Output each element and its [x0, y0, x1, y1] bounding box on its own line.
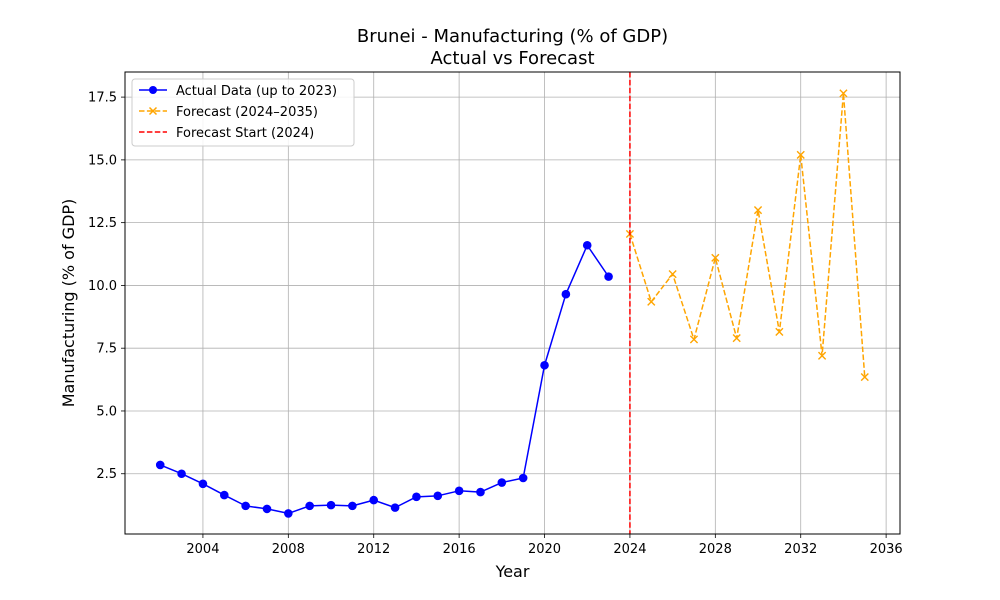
plot-data: [155, 72, 869, 534]
x-tick-label: 2032: [784, 542, 817, 557]
actual-data-point: [476, 487, 485, 497]
forecast-series-line: [629, 92, 866, 378]
actual-data-point: [284, 509, 293, 518]
actual-data-point: [582, 240, 592, 250]
y-tick-label: 17.5: [88, 91, 117, 106]
actual-data-point: [305, 501, 314, 511]
y-tick-label: 5.0: [96, 404, 117, 419]
x-tick-label: 2028: [699, 542, 732, 557]
actual-data-point: [198, 479, 208, 489]
y-tick-label: 2.5: [96, 467, 117, 482]
actual-data-point: [433, 491, 443, 501]
y-axis-label: Manufacturing (% of GDP): [59, 199, 78, 408]
forecast-data-point: [796, 150, 805, 159]
forecast-data-point: [689, 335, 699, 344]
y-tick-label: 15.0: [88, 153, 117, 168]
actual-data-point: [155, 460, 165, 470]
legend-box: [131, 78, 355, 147]
actual-data-point: [390, 503, 400, 512]
legend: Actual Data (up to 2023) Forecast (2024–…: [131, 78, 355, 147]
y-tick-label: 10.0: [88, 279, 117, 294]
actual-data-point: [219, 490, 229, 500]
x-tick-label: 2024: [613, 542, 646, 557]
forecast-data-point: [753, 206, 763, 215]
axis-ticks: 2004 2008 2012 2016 2020 2024 2028 2032 2036 2.5 5…: [88, 91, 903, 557]
actual-data-point: [262, 504, 272, 514]
actual-data-point: [454, 486, 464, 496]
legend-marker-actual: [149, 86, 157, 94]
forecast-data-point: [647, 297, 656, 306]
forecast-data-point: [839, 89, 848, 98]
x-axis-label: Year: [495, 562, 530, 581]
legend-label-forecast-start: Forecast Start (2024): [176, 126, 314, 141]
x-tick-label: 2004: [186, 542, 219, 557]
plot-frame: [124, 71, 901, 535]
forecast-data-point: [817, 351, 827, 360]
actual-data-point: [540, 360, 549, 370]
x-tick-label: 2012: [357, 542, 390, 557]
actual-data-point: [412, 492, 421, 502]
forecast-data-point: [668, 270, 677, 279]
actual-data-point: [326, 500, 336, 510]
actual-data-point: [561, 289, 571, 299]
legend-marker-forecast: [148, 106, 158, 116]
forecast-data-point: [860, 372, 869, 382]
legend-label-forecast: Forecast (2024–2035): [176, 105, 318, 120]
actual-data-point: [518, 473, 528, 483]
actual-data-point: [177, 469, 186, 479]
actual-data-point: [348, 501, 357, 511]
y-tick-label: 7.5: [96, 342, 117, 357]
y-tick-label: 12.5: [88, 216, 117, 231]
x-tick-label: 2020: [528, 542, 561, 557]
chart-title: Brunei - Manufacturing (% of GDP): [357, 26, 668, 47]
actual-data-point: [369, 495, 379, 505]
actual-data-point: [241, 501, 250, 511]
legend-label-actual: Actual Data (up to 2023): [176, 84, 337, 99]
actual-data-point: [604, 272, 613, 281]
x-tick-label: 2008: [272, 542, 305, 557]
chart-subtitle: Actual vs Forecast: [430, 48, 594, 69]
x-tick-label: 2036: [870, 542, 903, 557]
actual-series-line: [159, 244, 610, 515]
forecast-data-point: [775, 327, 784, 336]
forecast-data-point: [732, 334, 741, 343]
forecast-data-point: [711, 253, 720, 262]
actual-data-point: [497, 478, 507, 487]
x-tick-label: 2016: [443, 542, 476, 557]
